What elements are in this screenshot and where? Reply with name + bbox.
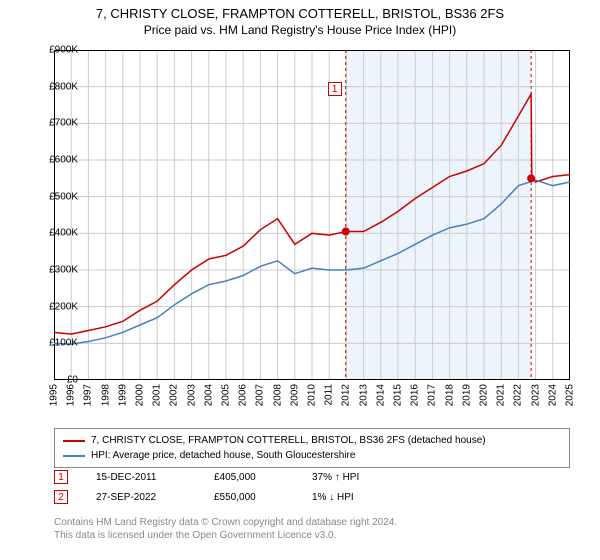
legend-label-hpi: HPI: Average price, detached house, Sout… bbox=[91, 448, 355, 463]
y-tick-label: £900K bbox=[28, 45, 78, 56]
x-tick-label: 2011 bbox=[324, 384, 335, 406]
title-line2: Price paid vs. HM Land Registry's House … bbox=[0, 23, 600, 39]
x-tick-label: 2005 bbox=[221, 384, 232, 406]
title-line1: 7, CHRISTY CLOSE, FRAMPTON COTTERELL, BR… bbox=[0, 6, 600, 23]
x-tick-label: 2020 bbox=[479, 384, 490, 406]
sale-marker-2: 2 bbox=[54, 490, 68, 504]
x-tick-label: 2012 bbox=[341, 384, 352, 406]
x-tick-label: 2010 bbox=[307, 384, 318, 406]
x-tick-label: 2001 bbox=[152, 384, 163, 406]
sale-hpi-1: 37% ↑ HPI bbox=[312, 472, 402, 483]
sale-price-1: £405,000 bbox=[214, 472, 284, 483]
sales-table: 1 15-DEC-2011 £405,000 37% ↑ HPI 2 27-SE… bbox=[54, 470, 570, 510]
chart-container: 7, CHRISTY CLOSE, FRAMPTON COTTERELL, BR… bbox=[0, 0, 600, 560]
chart-area: 12 bbox=[54, 50, 570, 380]
x-tick-label: 2017 bbox=[427, 384, 438, 406]
sale-date-1: 15-DEC-2011 bbox=[96, 472, 186, 483]
sale-marker-1: 1 bbox=[54, 470, 68, 484]
y-tick-label: £400K bbox=[28, 228, 78, 239]
x-tick-label: 1996 bbox=[66, 384, 77, 406]
sale-date-2: 27-SEP-2022 bbox=[96, 492, 186, 503]
x-tick-label: 2025 bbox=[565, 384, 576, 406]
y-tick-label: £600K bbox=[28, 155, 78, 166]
x-tick-label: 2006 bbox=[238, 384, 249, 406]
legend-swatch-property bbox=[63, 440, 85, 442]
x-tick-label: 2024 bbox=[547, 384, 558, 406]
legend-row-property: 7, CHRISTY CLOSE, FRAMPTON COTTERELL, BR… bbox=[63, 433, 561, 448]
x-tick-label: 2015 bbox=[393, 384, 404, 406]
y-tick-label: £300K bbox=[28, 265, 78, 276]
x-tick-label: 2014 bbox=[375, 384, 386, 406]
x-tick-label: 2004 bbox=[203, 384, 214, 406]
x-tick-label: 2008 bbox=[272, 384, 283, 406]
x-tick-label: 2021 bbox=[496, 384, 507, 406]
footer-line1: Contains HM Land Registry data © Crown c… bbox=[54, 516, 570, 529]
y-tick-label: £100K bbox=[28, 338, 78, 349]
footer: Contains HM Land Registry data © Crown c… bbox=[54, 516, 570, 542]
x-tick-label: 2009 bbox=[289, 384, 300, 406]
y-tick-label: £800K bbox=[28, 81, 78, 92]
x-tick-label: 2023 bbox=[530, 384, 541, 406]
x-tick-label: 2013 bbox=[358, 384, 369, 406]
sale-hpi-2: 1% ↓ HPI bbox=[312, 492, 402, 503]
legend-swatch-hpi bbox=[63, 455, 85, 457]
x-tick-label: 2016 bbox=[410, 384, 421, 406]
x-tick-label: 2018 bbox=[444, 384, 455, 406]
x-tick-label: 2000 bbox=[135, 384, 146, 406]
legend-row-hpi: HPI: Average price, detached house, Sout… bbox=[63, 448, 561, 463]
y-tick-label: £500K bbox=[28, 191, 78, 202]
y-tick-label: £200K bbox=[28, 301, 78, 312]
sale-price-2: £550,000 bbox=[214, 492, 284, 503]
x-tick-label: 1995 bbox=[49, 384, 60, 406]
footer-line2: This data is licensed under the Open Gov… bbox=[54, 529, 570, 542]
x-tick-label: 1999 bbox=[117, 384, 128, 406]
sale-row-2: 2 27-SEP-2022 £550,000 1% ↓ HPI bbox=[54, 490, 570, 504]
x-tick-label: 1998 bbox=[100, 384, 111, 406]
x-tick-label: 2002 bbox=[169, 384, 180, 406]
x-tick-label: 1997 bbox=[83, 384, 94, 406]
legend-label-property: 7, CHRISTY CLOSE, FRAMPTON COTTERELL, BR… bbox=[91, 433, 486, 448]
x-tick-label: 2007 bbox=[255, 384, 266, 406]
x-tick-label: 2003 bbox=[186, 384, 197, 406]
chart-sale-marker-1: 1 bbox=[328, 82, 342, 96]
sale-row-1: 1 15-DEC-2011 £405,000 37% ↑ HPI bbox=[54, 470, 570, 484]
chart-svg bbox=[54, 50, 570, 380]
x-tick-label: 2022 bbox=[513, 384, 524, 406]
x-tick-label: 2019 bbox=[461, 384, 472, 406]
legend-box: 7, CHRISTY CLOSE, FRAMPTON COTTERELL, BR… bbox=[54, 428, 570, 468]
y-tick-label: £700K bbox=[28, 118, 78, 129]
title-block: 7, CHRISTY CLOSE, FRAMPTON COTTERELL, BR… bbox=[0, 0, 600, 38]
